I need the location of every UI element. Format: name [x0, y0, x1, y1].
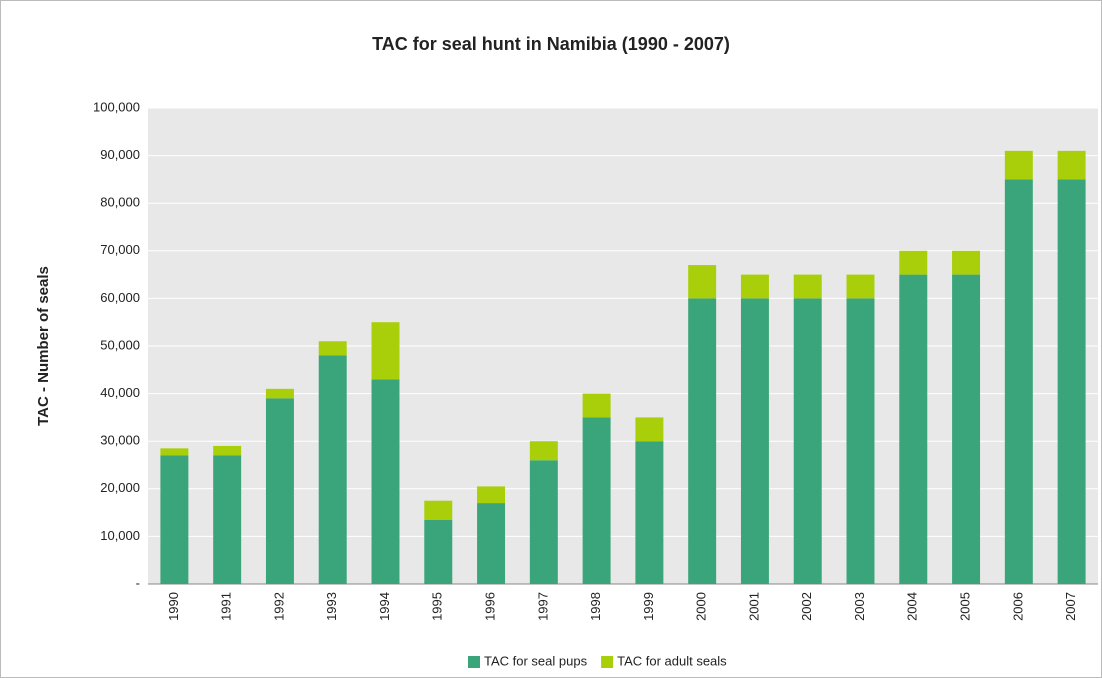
legend-swatch [601, 656, 614, 668]
x-tick-label: 1999 [641, 592, 656, 621]
x-tick-label: 2005 [957, 592, 972, 621]
bar-segment [688, 298, 717, 584]
x-tick-label: 2002 [799, 592, 814, 621]
bar-segment [160, 455, 189, 584]
y-tick-label: 40,000 [100, 385, 140, 400]
bar-segment [213, 455, 242, 584]
bar-segment [688, 265, 717, 299]
bar-segment [265, 388, 294, 399]
bar-segment [424, 500, 453, 520]
y-tick-label: 60,000 [100, 290, 140, 305]
legend-label: TAC for seal pups [484, 653, 588, 668]
bar-segment [529, 460, 558, 584]
x-tick-label: 1990 [166, 592, 181, 621]
x-tick-label: 1995 [430, 592, 445, 621]
x-tick-label: 1994 [377, 592, 392, 621]
bar-segment [318, 341, 347, 356]
bar-segment [899, 274, 928, 584]
bar-segment [793, 274, 822, 299]
x-tick-label: 2007 [1063, 592, 1078, 621]
bar-segment [318, 355, 347, 584]
bar-segment [635, 417, 664, 442]
y-tick-label: 50,000 [100, 337, 140, 352]
chart-title: TAC for seal hunt in Namibia (1990 - 200… [372, 34, 730, 54]
bar-segment [1004, 179, 1033, 584]
bar-segment [846, 274, 875, 299]
y-tick-label: - [136, 575, 140, 590]
bar-segment [1057, 179, 1086, 584]
bar-segment [952, 274, 981, 584]
bar-segment [160, 448, 189, 456]
bar-segment [899, 250, 928, 275]
x-tick-label: 1992 [271, 592, 286, 621]
bar-segment [582, 393, 611, 418]
bar-segment [1004, 150, 1033, 180]
bar-segment [635, 441, 664, 584]
bar-segment [477, 486, 506, 504]
legend-label: TAC for adult seals [617, 653, 727, 668]
x-tick-label: 2003 [852, 592, 867, 621]
y-axis-title: TAC - Number of seals [35, 266, 52, 426]
x-tick-label: 2004 [905, 592, 920, 621]
x-tick-label: 2001 [746, 592, 761, 621]
bar-segment [846, 298, 875, 584]
y-tick-label: 80,000 [100, 195, 140, 210]
x-tick-label: 1991 [219, 592, 234, 621]
bar-segment [1057, 150, 1086, 180]
bar-segment [529, 441, 558, 461]
bar-segment [582, 417, 611, 584]
y-tick-label: 100,000 [93, 99, 140, 114]
x-tick-label: 1996 [482, 592, 497, 621]
x-tick-label: 2006 [1010, 592, 1025, 621]
y-tick-label: 20,000 [100, 480, 140, 495]
x-tick-label: 1998 [588, 592, 603, 621]
bar-segment [371, 379, 400, 584]
bar-segment [265, 398, 294, 584]
y-tick-label: 30,000 [100, 433, 140, 448]
x-tick-label: 1993 [324, 592, 339, 621]
bar-segment [424, 519, 453, 584]
y-tick-label: 90,000 [100, 147, 140, 162]
x-tick-label: 1997 [535, 592, 550, 621]
y-tick-label: 70,000 [100, 242, 140, 257]
bar-segment [793, 298, 822, 584]
bar-segment [477, 503, 506, 584]
bar-segment [740, 298, 769, 584]
bar-segment [740, 274, 769, 299]
y-tick-label: 10,000 [100, 528, 140, 543]
x-tick-label: 2000 [694, 592, 709, 621]
bar-segment [213, 445, 242, 456]
bar-segment [952, 250, 981, 275]
bar-segment [371, 322, 400, 380]
legend-swatch [468, 656, 480, 668]
